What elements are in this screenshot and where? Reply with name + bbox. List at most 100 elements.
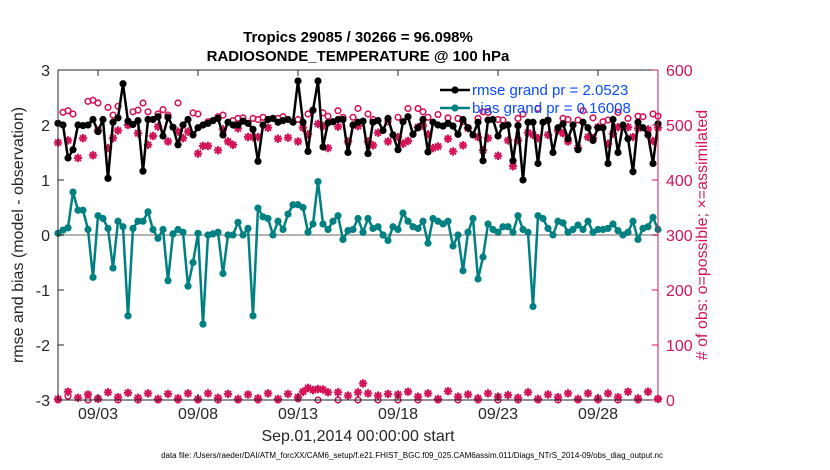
bias-point <box>234 218 242 226</box>
obs-assimilated-marker <box>213 393 223 402</box>
bias-point <box>574 221 582 229</box>
bias-point <box>274 217 282 225</box>
obs-possible-marker <box>69 110 77 118</box>
obs-possible-marker <box>364 110 372 118</box>
rmse-point <box>169 123 177 131</box>
rmse-point <box>609 115 617 124</box>
obs-possible-marker <box>219 111 227 119</box>
obs-assimilated-marker <box>148 131 158 141</box>
y-left-tick-label: -3 <box>36 393 50 410</box>
rmse-point <box>489 115 497 124</box>
rmse-point <box>344 148 352 157</box>
rmse-point <box>544 116 552 124</box>
rmse-point <box>99 115 107 124</box>
obs-assimilated-marker <box>513 393 523 402</box>
bias-point <box>464 228 472 236</box>
bias-point <box>354 214 362 223</box>
bias-point <box>494 228 502 236</box>
obs-possible-marker <box>334 107 342 115</box>
obs-assimilated-marker <box>533 394 543 404</box>
obs-assimilated-marker <box>123 388 133 398</box>
bias-point <box>414 224 422 232</box>
rmse-point <box>469 131 477 139</box>
obs-possible-marker <box>194 110 202 118</box>
obs-assimilated-marker <box>73 393 83 402</box>
obs-assimilated-marker <box>103 388 113 397</box>
rmse-point <box>384 114 392 122</box>
obs-assimilated-marker <box>363 389 373 398</box>
obs-assimilated-marker <box>88 151 98 160</box>
obs-assimilated-marker <box>273 134 283 143</box>
x-tick-label: 09/13 <box>278 406 318 423</box>
rmse-point <box>229 121 237 129</box>
rmse-point <box>594 124 602 132</box>
obs-assimilated-marker <box>163 137 173 146</box>
rmse-point <box>579 118 587 126</box>
bias-point <box>624 228 632 236</box>
bias-point <box>349 225 357 234</box>
obs-assimilated-marker <box>583 389 593 398</box>
legend-bias-marker <box>451 104 459 112</box>
obs-assimilated-marker <box>423 389 433 398</box>
rmse-point <box>134 117 142 125</box>
rmse-point <box>634 118 642 126</box>
rmse-point <box>549 148 557 157</box>
rmse-point <box>244 119 252 127</box>
bias-point <box>84 225 92 234</box>
obs-possible-marker <box>354 104 362 113</box>
rmse-point <box>584 124 592 132</box>
bias-point <box>559 219 567 227</box>
obs-assimilated-marker <box>483 389 493 398</box>
obs-assimilated-marker <box>283 133 293 142</box>
bias-point <box>64 224 72 232</box>
rmse-point <box>564 135 572 143</box>
obs-possible-marker <box>589 114 597 122</box>
obs-possible-marker <box>414 104 422 113</box>
bias-point <box>134 217 142 225</box>
bias-point <box>359 228 367 236</box>
bias-point <box>244 224 252 232</box>
obs-assimilated-marker <box>343 391 353 400</box>
obs-assimilated-marker <box>383 137 393 146</box>
rmse-point <box>464 124 472 132</box>
rmse-point <box>644 131 652 139</box>
rmse-point <box>94 128 102 136</box>
rmse-point <box>554 124 562 132</box>
rmse-point <box>119 80 127 88</box>
bias-point <box>254 204 262 212</box>
obs-possible-marker <box>94 99 102 107</box>
obs-assimilated-marker <box>448 147 458 156</box>
obs-possible-marker <box>349 113 357 121</box>
rmse-point <box>519 176 527 184</box>
rmse-point <box>599 124 607 132</box>
obs-possible-marker <box>404 104 412 113</box>
bias-point <box>184 282 192 290</box>
rmse-point <box>649 159 657 168</box>
bias-point <box>199 320 207 328</box>
rmse-point <box>494 132 502 140</box>
bias-point <box>459 267 467 275</box>
rmse-point <box>109 118 117 126</box>
bias-point <box>324 225 332 234</box>
y-axis-left-label: rmse and bias (model - observation) <box>10 107 27 363</box>
bias-point <box>164 277 172 285</box>
rmse-point <box>304 147 312 155</box>
obs-possible-marker <box>519 110 527 118</box>
bias-point <box>584 217 592 225</box>
obs-assimilated-marker <box>433 142 443 151</box>
obs-assimilated-marker <box>283 389 293 399</box>
rmse-point <box>509 157 517 165</box>
obs-assimilated-marker <box>543 390 553 399</box>
y-left-tick-label: -1 <box>36 283 50 300</box>
rmse-point <box>474 118 482 126</box>
bias-point <box>474 275 482 283</box>
bias-point <box>159 225 167 234</box>
y-right-tick-label: 200 <box>666 283 693 300</box>
obs-possible-marker <box>104 103 112 111</box>
bias-point <box>309 220 317 228</box>
rmse-point <box>514 121 522 130</box>
bias-point <box>289 201 297 209</box>
data-file-footer: data file: /Users/raeder/DAI/ATM_forcXX/… <box>161 451 663 460</box>
bias-point <box>514 212 522 220</box>
